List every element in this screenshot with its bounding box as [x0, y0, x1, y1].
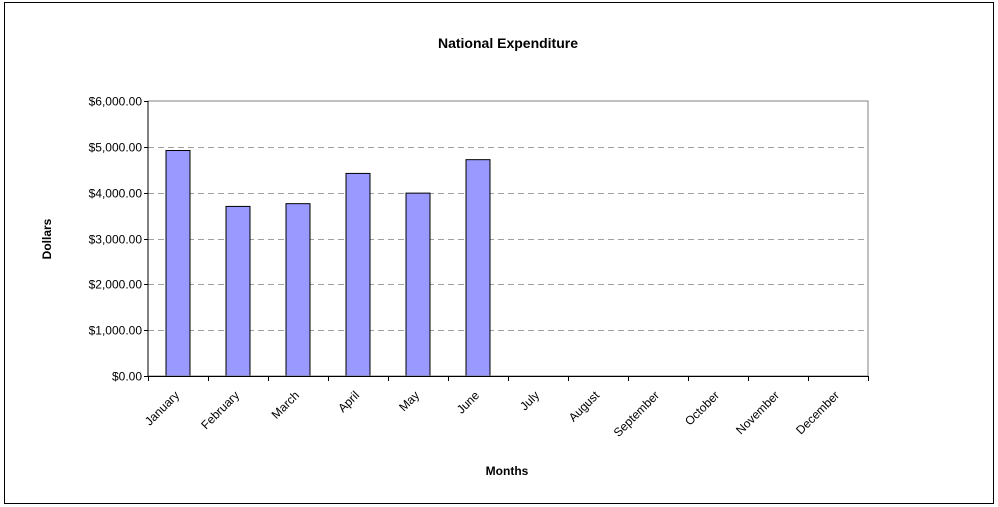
x-tick-label: November — [733, 388, 782, 437]
x-tick-label: October — [682, 388, 722, 428]
chart-frame: National Expenditure $0.00 $1,000.00 $2,00… — [4, 2, 994, 504]
y-tick-label: $5,000.00 — [89, 141, 143, 155]
y-tick-label: $1,000.00 — [89, 324, 143, 338]
x-tick-label: April — [335, 388, 362, 415]
bar-march — [285, 203, 311, 377]
y-tick-label: $3,000.00 — [89, 233, 143, 247]
bar-may — [405, 192, 431, 377]
y-axis-title: Dollars — [40, 218, 54, 259]
x-axis-title: Months — [486, 464, 529, 478]
y-tick-label: $6,000.00 — [89, 95, 143, 109]
axes — [147, 101, 868, 377]
y-tick-label: $4,000.00 — [89, 187, 143, 201]
x-tick-label: February — [198, 388, 242, 432]
x-tick-label: March — [269, 388, 302, 421]
gridlines — [148, 147, 868, 331]
bar-april — [345, 172, 371, 377]
x-tick-label: June — [454, 388, 483, 417]
x-tick-label: January — [142, 388, 182, 428]
bars — [165, 150, 491, 377]
y-tick-labels: $0.00 $1,000.00 $2,000.00 $3,000.00 $4,000.0… — [89, 95, 148, 384]
chart-title: National Expenditure — [438, 35, 578, 51]
x-tick-label: May — [396, 388, 422, 414]
bar-june — [465, 159, 491, 377]
x-tick-label: July — [517, 388, 542, 413]
y-tick-label: $2,000.00 — [89, 278, 143, 292]
bar-february — [225, 205, 251, 377]
x-tick-label: September — [611, 388, 662, 439]
bar-january — [165, 150, 191, 377]
x-tick-label: August — [566, 388, 603, 425]
x-tick-label: December — [793, 388, 842, 437]
x-tick-labels: January February March April May June July Augu… — [142, 376, 869, 440]
y-tick-label: $0.00 — [112, 370, 142, 384]
plot-area-border — [147, 100, 869, 377]
bar-chart: National Expenditure $0.00 $1,000.00 $2,00… — [40, 35, 869, 478]
